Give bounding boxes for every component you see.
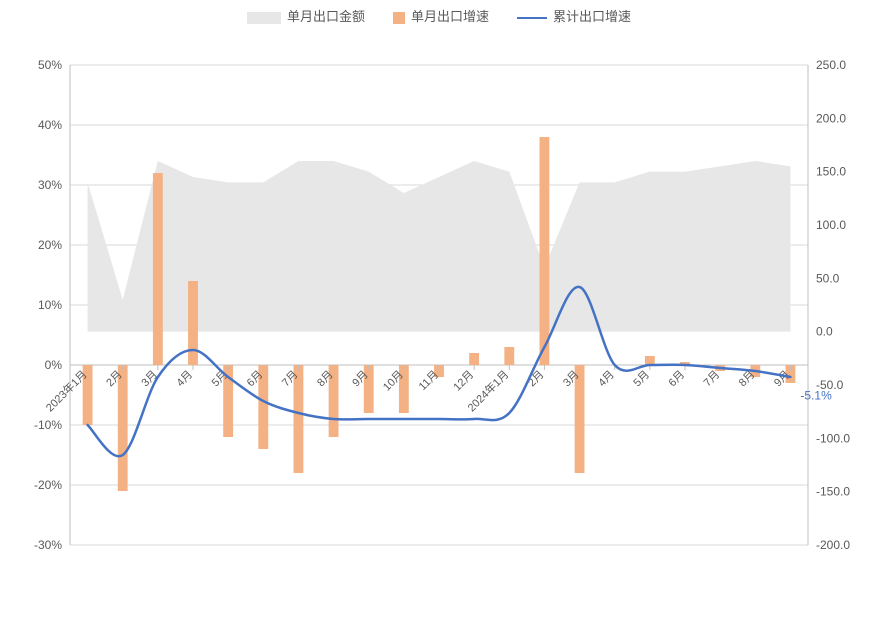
y-left-label: 10%	[38, 298, 62, 312]
y-left-label: 50%	[38, 58, 62, 72]
legend-label-bar: 单月出口增速	[411, 9, 489, 24]
y-right-label: 250.0	[816, 58, 846, 72]
legend-item-line: 累计出口增速	[517, 6, 631, 25]
bar	[540, 137, 550, 365]
y-right-label: 50.0	[816, 271, 840, 285]
export-chart: 2023年1月2月3月4月5月6月7月8月9月10月11月12月2024年1月2…	[0, 25, 878, 620]
bar	[188, 281, 198, 365]
line-swatch	[517, 17, 547, 19]
legend: 单月出口金额 单月出口增速 累计出口增速	[0, 0, 878, 25]
bar-swatch	[393, 12, 405, 24]
y-right-label: -150.0	[816, 485, 850, 499]
y-left-label: 40%	[38, 118, 62, 132]
bar	[645, 356, 655, 365]
y-right-label: 0.0	[816, 325, 833, 339]
area-swatch	[247, 12, 281, 24]
y-left-label: 30%	[38, 178, 62, 192]
legend-label-area: 单月出口金额	[287, 9, 365, 24]
y-left-label: -30%	[34, 538, 62, 552]
bar	[504, 347, 514, 365]
legend-item-bar: 单月出口增速	[393, 6, 489, 25]
y-right-label: 100.0	[816, 218, 846, 232]
bar	[118, 365, 128, 491]
y-left-label: -10%	[34, 418, 62, 432]
y-right-label: 150.0	[816, 165, 846, 179]
y-right-label: -100.0	[816, 431, 850, 445]
y-left-label: -20%	[34, 478, 62, 492]
legend-item-area: 单月出口金额	[247, 6, 365, 25]
y-right-label: -200.0	[816, 538, 850, 552]
y-left-label: 0%	[45, 358, 63, 372]
legend-label-line: 累计出口增速	[553, 9, 631, 24]
bar	[469, 353, 479, 365]
bar	[153, 173, 163, 365]
y-right-label: 200.0	[816, 111, 846, 125]
line-end-label: -5.1%	[800, 389, 832, 403]
y-left-label: 20%	[38, 238, 62, 252]
